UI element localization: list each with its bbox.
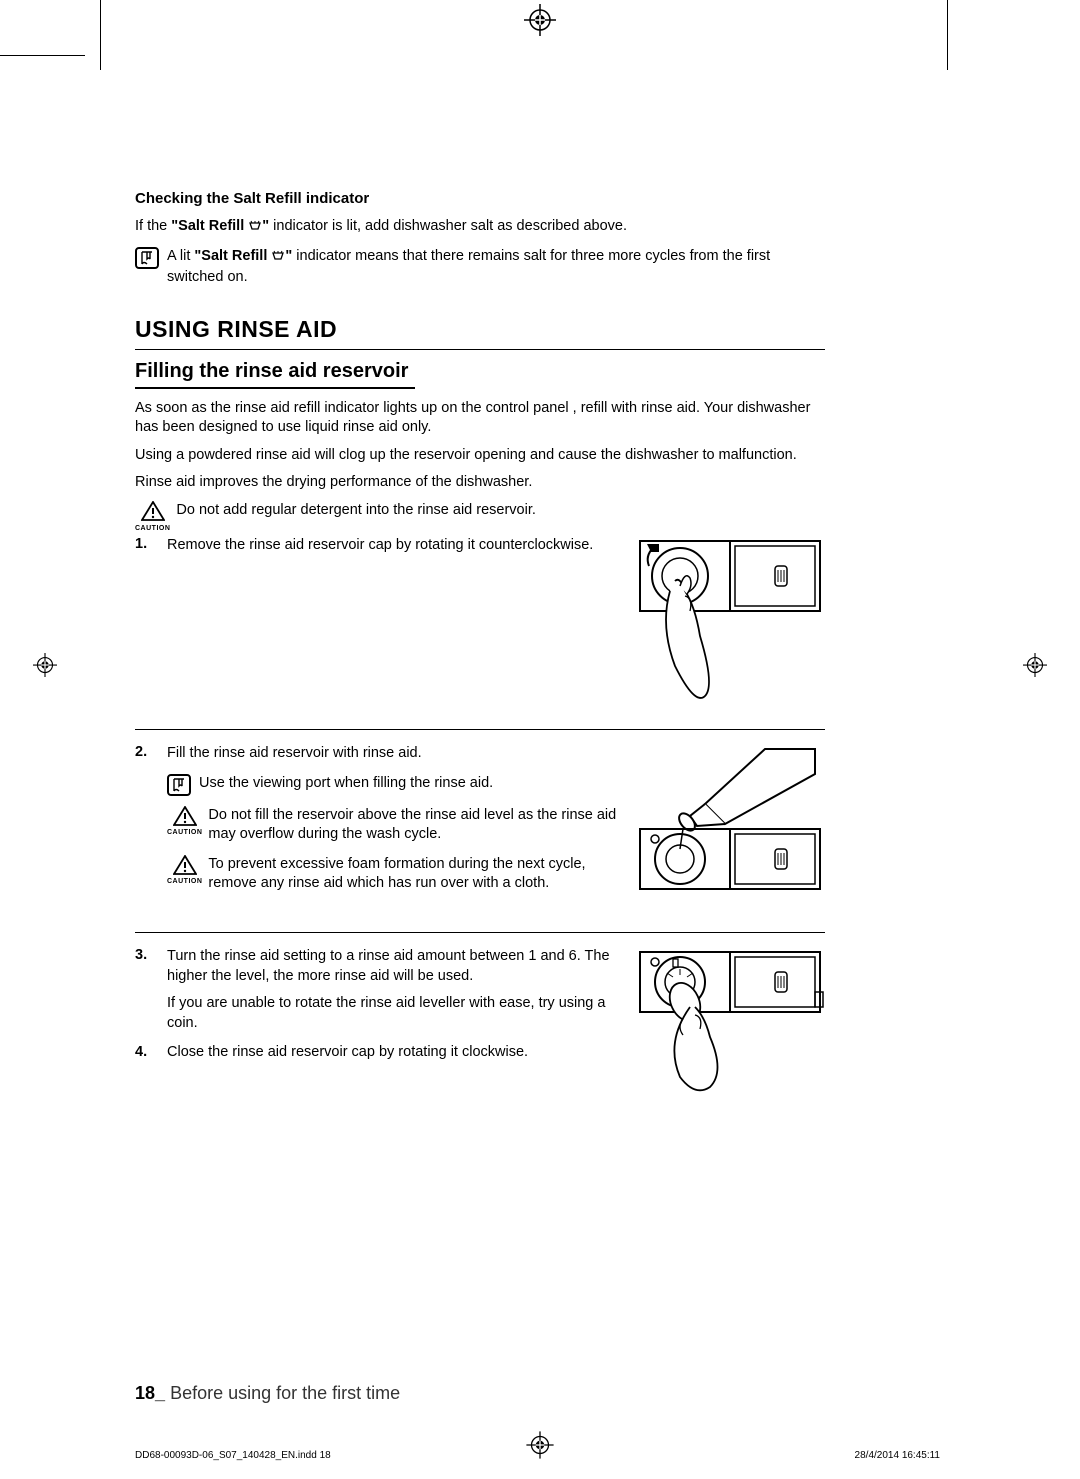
note-icon xyxy=(167,774,191,796)
footer: 18_ Before using for the first time xyxy=(135,1383,400,1404)
step-text-2: If you are unable to rotate the rinse ai… xyxy=(167,994,621,1033)
caution-label: CAUTION xyxy=(167,878,202,885)
page-content: Checking the Salt Refill indicator If th… xyxy=(135,190,825,1102)
rinse-intro-2: Using a powdered rinse aid will clog up … xyxy=(135,446,825,466)
caution-text: Do not fill the reservoir above the rins… xyxy=(208,806,621,845)
caution-icon: CAUTION xyxy=(135,501,170,532)
step-2-caution-a: CAUTION Do not fill the reservoir above … xyxy=(167,806,621,845)
caution-icon: CAUTION xyxy=(167,806,202,837)
step-1: 1. Remove the rinse aid reservoir cap by… xyxy=(135,536,825,711)
step-separator xyxy=(135,932,825,933)
salt-note-prefix: A lit xyxy=(167,248,194,264)
step-2-caution-b: CAUTION To prevent excessive foam format… xyxy=(167,855,621,894)
salt-body-bold: "Salt Refill xyxy=(171,218,248,234)
salt-body: If the "Salt Refill " indicator is lit, … xyxy=(135,217,825,239)
source-file-label: DD68-00093D-06_S07_140428_EN.indd 18 xyxy=(135,1450,331,1461)
note-text: Use the viewing port when filling the ri… xyxy=(199,774,493,794)
caution-icon: CAUTION xyxy=(167,855,202,886)
step-3-figure xyxy=(635,947,825,1102)
registration-mark-bottom xyxy=(523,1428,557,1467)
step-2-figure xyxy=(635,744,825,914)
step-separator xyxy=(135,729,825,730)
crop-line xyxy=(947,0,948,70)
salt-note: A lit "Salt Refill " indicator means tha… xyxy=(135,247,825,288)
rinse-intro-1: As soon as the rinse aid refill indicato… xyxy=(135,399,825,438)
rinse-main-heading: USING RINSE AID xyxy=(135,316,825,343)
rinse-caution-1: CAUTION Do not add regular detergent int… xyxy=(135,501,825,532)
step-text: Remove the rinse aid reservoir cap by ro… xyxy=(167,536,621,556)
registration-mark-right xyxy=(1020,650,1050,685)
caution-text: Do not add regular detergent into the ri… xyxy=(176,501,536,521)
caution-label: CAUTION xyxy=(167,829,202,836)
step-number: 3. xyxy=(135,947,153,963)
source-timestamp: 28/4/2014 16:45:11 xyxy=(855,1450,940,1461)
step-1-figure xyxy=(635,536,825,711)
note-icon xyxy=(135,247,159,269)
subheading-rule xyxy=(135,387,415,389)
step-4: 4. Close the rinse aid reservoir cap by … xyxy=(135,1043,621,1063)
caution-text: To prevent excessive foam formation duri… xyxy=(208,855,621,894)
heading-rule xyxy=(135,349,825,350)
step-number: 4. xyxy=(135,1043,153,1063)
rinse-sub-heading: Filling the rinse aid reservoir xyxy=(135,360,825,383)
salt-heading: Checking the Salt Refill indicator xyxy=(135,190,825,207)
salt-body-suffix: indicator is lit, add dishwasher salt as… xyxy=(269,218,627,234)
step-text: Close the rinse aid reservoir cap by rot… xyxy=(167,1043,621,1063)
registration-mark-left xyxy=(30,650,60,685)
salt-body-prefix: If the xyxy=(135,218,171,234)
caution-label: CAUTION xyxy=(135,525,170,532)
registration-mark-top xyxy=(520,0,560,40)
salt-icon xyxy=(271,249,285,269)
rinse-intro-3: Rinse aid improves the drying performanc… xyxy=(135,473,825,493)
step-text: Fill the rinse aid reservoir with rinse … xyxy=(167,744,621,764)
crop-line xyxy=(0,55,85,56)
step-number: 2. xyxy=(135,744,153,760)
step-2: 2. Fill the rinse aid reservoir with rin… xyxy=(135,744,825,914)
salt-note-bold: "Salt Refill xyxy=(194,248,271,264)
page-number: 18_ xyxy=(135,1383,165,1403)
crop-line xyxy=(100,0,101,70)
section-title: Before using for the first time xyxy=(170,1383,400,1403)
salt-icon xyxy=(248,219,262,239)
step-3: 3. Turn the rinse aid setting to a rinse… xyxy=(135,947,825,1102)
step-2-note: Use the viewing port when filling the ri… xyxy=(167,774,621,796)
step-text: Turn the rinse aid setting to a rinse ai… xyxy=(167,947,621,986)
step-number: 1. xyxy=(135,536,153,552)
